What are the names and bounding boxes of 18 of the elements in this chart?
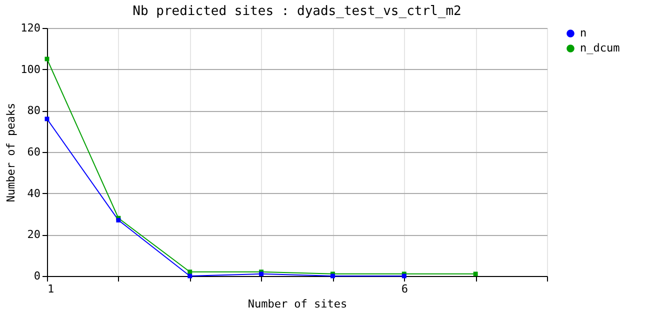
legend-label: n_dcum [580,42,620,54]
legend-label: n [580,26,587,40]
x-tick-label: 1 [48,282,54,296]
y-axis-title: Number of peaks [4,102,18,202]
y-tick-label: 40 [27,186,40,200]
chart-title: Nb predicted sites : dyads_test_vs_ctrl_m2 [132,4,462,19]
y-tick-label: 120 [20,22,40,34]
point [188,274,192,278]
y-tick-label: 100 [20,62,40,76]
x-axis-title: Number of sites [248,298,348,310]
y-tick-label: 20 [27,228,40,242]
y-tick-label: 60 [27,146,40,158]
point [473,272,478,276]
x-tick-label: 6 [401,282,408,296]
y-tick-label: 0 [34,270,40,282]
point [44,116,50,122]
y-tick-label: 80 [27,104,40,118]
point [188,270,192,274]
